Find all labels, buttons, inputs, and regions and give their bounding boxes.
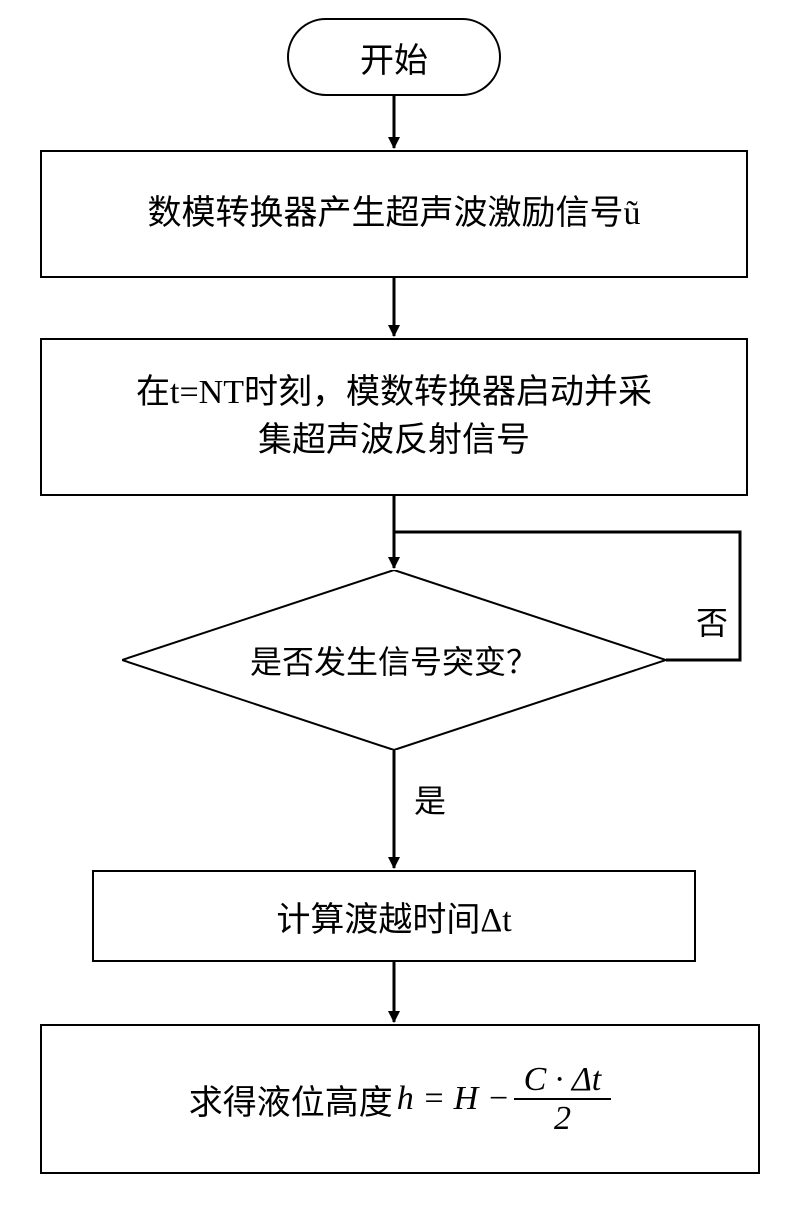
process-dac: 数模转换器产生超声波激励信号ũ — [40, 150, 748, 278]
process-transit-time: 计算渡越时间Δt — [92, 870, 696, 962]
formula-lhs: h = H − — [397, 1080, 510, 1118]
flowchart-canvas: 开始 数模转换器产生超声波激励信号ũ 在t=NT时刻，模数转换器启动并采 集超声… — [0, 0, 789, 1212]
decision-text: 是否发生信号突变？ — [250, 637, 538, 683]
process-adc-line2: 集超声波反射信号 — [258, 417, 530, 465]
label-yes: 是 — [410, 776, 450, 822]
process-adc: 在t=NT时刻，模数转换器启动并采 集超声波反射信号 — [40, 338, 748, 496]
height-prefix: 求得液位高度 — [189, 1075, 393, 1124]
decision-signal-jump: 是否发生信号突变？ — [122, 570, 666, 750]
formula-numerator: C · Δt — [514, 1061, 612, 1100]
process-dac-text: 数模转换器产生超声波激励信号ũ — [148, 191, 641, 237]
start-label: 开始 — [360, 33, 428, 82]
start-node: 开始 — [287, 18, 501, 96]
formula-denominator: 2 — [544, 1100, 581, 1137]
process-adc-line1: 在t=NT时刻，模数转换器启动并采 — [136, 369, 652, 417]
label-no: 否 — [692, 598, 732, 644]
process-transit-time-text: 计算渡越时间Δt — [276, 892, 511, 941]
process-height-formula: 求得液位高度 h = H − C · Δt 2 — [40, 1024, 760, 1174]
formula-fraction: C · Δt 2 — [514, 1061, 612, 1138]
